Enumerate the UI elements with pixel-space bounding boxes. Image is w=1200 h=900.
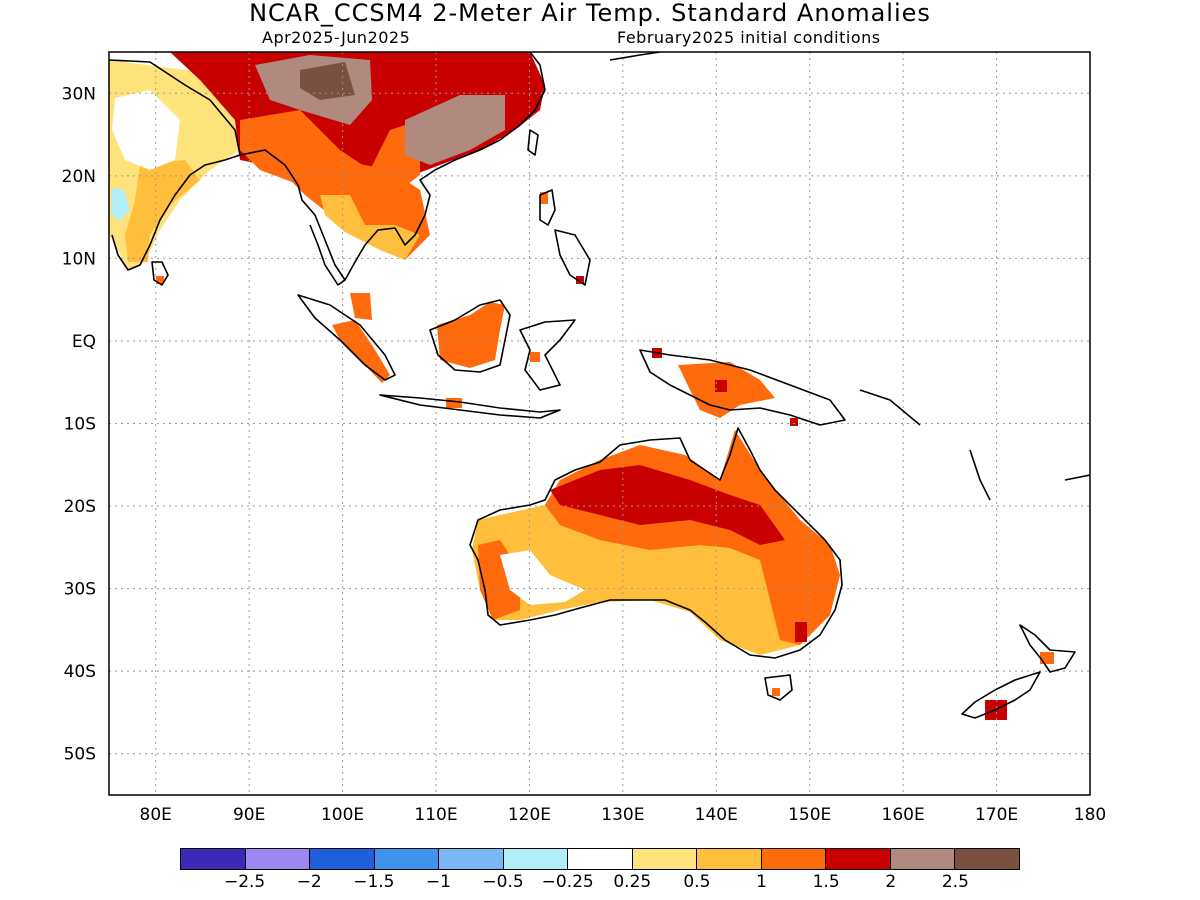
colorbar-swatch xyxy=(955,849,1019,869)
colorbar-label: 2.5 xyxy=(941,872,969,892)
anomaly-srilanka xyxy=(156,276,164,284)
colorbar-swatch xyxy=(310,849,375,869)
colorbar-swatch xyxy=(503,849,569,869)
colorbar-label: −2.5 xyxy=(223,872,266,892)
colorbar xyxy=(180,848,1020,870)
anomaly-china-east xyxy=(405,95,505,165)
colorbar-label: 0.5 xyxy=(683,872,711,892)
colorbar-swatch xyxy=(632,849,698,869)
colorbar-label: 1 xyxy=(756,872,767,892)
anomaly-indochina-1 xyxy=(320,195,420,260)
colorbar-swatch xyxy=(245,849,311,869)
anomaly-sulawesi xyxy=(530,352,540,362)
lon-tick-label: 150E xyxy=(788,805,831,825)
map-frame xyxy=(108,51,1091,796)
lat-tick-label: 20S xyxy=(64,497,96,517)
anomaly-borneo xyxy=(437,302,505,368)
lon-tick-label: 120E xyxy=(508,805,551,825)
gridlines xyxy=(109,52,1090,795)
anomaly-fills xyxy=(109,52,1054,720)
anomaly-newguinea-4 xyxy=(790,418,798,426)
lat-tick-label: 10S xyxy=(64,415,96,435)
colorbar-label: 1.5 xyxy=(812,872,840,892)
lon-tick-label: 90E xyxy=(233,805,265,825)
lon-tick-label: 180 xyxy=(1074,805,1106,825)
anomaly-java xyxy=(446,398,462,408)
colorbar-swatch xyxy=(374,849,440,869)
colorbar-swatch xyxy=(181,849,246,869)
colorbar-swatch xyxy=(697,849,762,869)
initial-conditions: February2025 initial conditions xyxy=(617,28,881,47)
colorbar-swatch xyxy=(439,849,504,869)
anomaly-india-white xyxy=(112,90,180,170)
lon-tick-label: 110E xyxy=(414,805,457,825)
lon-tick-label: 170E xyxy=(975,805,1018,825)
lat-tick-label: 20N xyxy=(62,167,96,187)
anomaly-india-cool xyxy=(111,188,130,222)
colorbar-swatch xyxy=(890,849,956,869)
lon-tick-label: 80E xyxy=(140,805,172,825)
lon-tick-label: 100E xyxy=(321,805,364,825)
lat-tick-label: 30N xyxy=(62,84,96,104)
colorbar-label: −2 xyxy=(296,872,322,892)
lon-tick-label: 160E xyxy=(882,805,925,825)
colorbar-label: 0.25 xyxy=(613,872,652,892)
anomaly-australia-white xyxy=(500,550,585,605)
lon-tick-label: 130E xyxy=(601,805,644,825)
colorbar-swatch xyxy=(826,849,891,869)
latitude-labels: 30N 20N 10N EQ 10S 20S 30S 40S 50S xyxy=(62,84,96,764)
colorbar-label: −0.5 xyxy=(482,872,524,892)
colorbar-label: −0.25 xyxy=(541,872,594,892)
lat-tick-label: 10N xyxy=(62,249,96,269)
anomaly-tibet-core xyxy=(300,62,355,100)
anomaly-sumatra-n xyxy=(350,293,372,320)
anomaly-newguinea-2 xyxy=(715,380,727,392)
colorbar-label: 2 xyxy=(885,872,897,892)
colorbar-label: −1.5 xyxy=(353,872,395,892)
anomaly-sumatra xyxy=(332,320,390,383)
longitude-labels: 80E 90E 100E 110E 120E 130E 140E 150E 160E 170E 18… xyxy=(140,805,1107,825)
map-title: NCAR_CCSM4 2-Meter Air Temp. Standard An… xyxy=(249,0,931,27)
anomaly-nz-north xyxy=(1040,652,1054,664)
anomaly-mindanao xyxy=(576,276,584,284)
coastlines xyxy=(109,52,1090,719)
anomaly-philippines xyxy=(540,192,548,204)
anomaly-australia-north xyxy=(550,465,785,545)
colorbar-label: −1 xyxy=(425,872,451,892)
lat-tick-label: 50S xyxy=(64,745,96,765)
colorbar-swatch xyxy=(761,849,827,869)
anomaly-australia-se xyxy=(795,622,807,642)
lon-tick-label: 140E xyxy=(695,805,738,825)
colorbar-swatch xyxy=(568,849,633,869)
lat-tick-label: 30S xyxy=(64,580,96,600)
lat-tick-label: EQ xyxy=(72,332,96,352)
lat-tick-label: 40S xyxy=(64,662,96,682)
anomaly-tasmania xyxy=(772,688,780,696)
forecast-period: Apr2025-Jun2025 xyxy=(262,28,411,47)
